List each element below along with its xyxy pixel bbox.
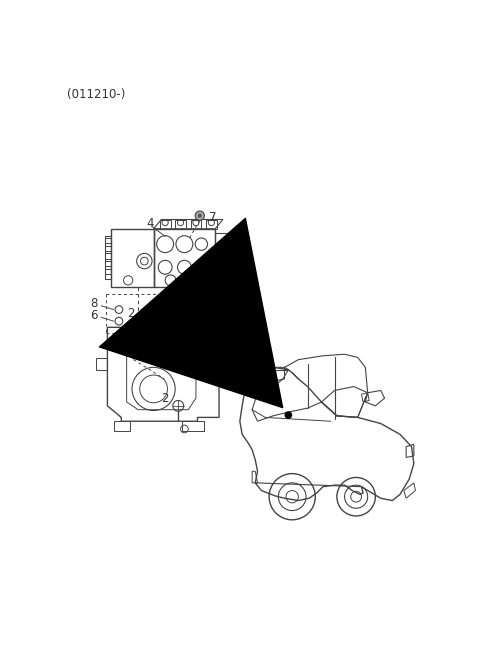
Circle shape <box>285 411 292 419</box>
Text: (011210-): (011210-) <box>67 88 126 101</box>
Text: 2: 2 <box>161 392 169 405</box>
Text: 2: 2 <box>127 307 134 320</box>
Text: 8: 8 <box>90 297 98 310</box>
Text: 4: 4 <box>146 217 154 230</box>
Text: 7: 7 <box>209 211 216 224</box>
Text: 6: 6 <box>90 309 98 322</box>
Text: 5: 5 <box>223 365 230 378</box>
Circle shape <box>198 214 202 217</box>
Circle shape <box>195 211 204 220</box>
